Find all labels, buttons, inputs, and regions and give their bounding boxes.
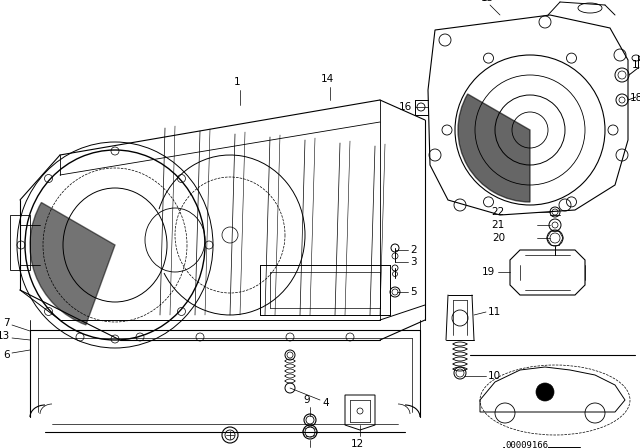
Text: 15: 15: [481, 0, 493, 3]
Text: 5: 5: [410, 287, 417, 297]
Text: 7: 7: [3, 318, 10, 328]
Text: 4: 4: [322, 398, 328, 408]
Text: 1: 1: [234, 77, 240, 87]
Text: 18: 18: [630, 93, 640, 103]
Text: 14: 14: [321, 74, 333, 84]
Text: 16: 16: [399, 102, 412, 112]
Text: 9: 9: [304, 395, 310, 405]
Text: 12: 12: [350, 439, 364, 448]
Text: 21: 21: [492, 220, 505, 230]
Circle shape: [536, 383, 554, 401]
Wedge shape: [458, 94, 530, 202]
Text: 10: 10: [488, 371, 501, 381]
Text: 2: 2: [410, 245, 417, 255]
Text: 20: 20: [492, 233, 505, 243]
Text: 19: 19: [482, 267, 495, 277]
Wedge shape: [30, 202, 115, 325]
Text: 22: 22: [492, 207, 505, 217]
Text: 3: 3: [410, 257, 417, 267]
Text: 13: 13: [0, 331, 10, 341]
Text: 6: 6: [3, 350, 10, 360]
Text: 11: 11: [488, 307, 501, 317]
Text: 00009166: 00009166: [505, 440, 548, 448]
Text: 17: 17: [632, 60, 640, 70]
